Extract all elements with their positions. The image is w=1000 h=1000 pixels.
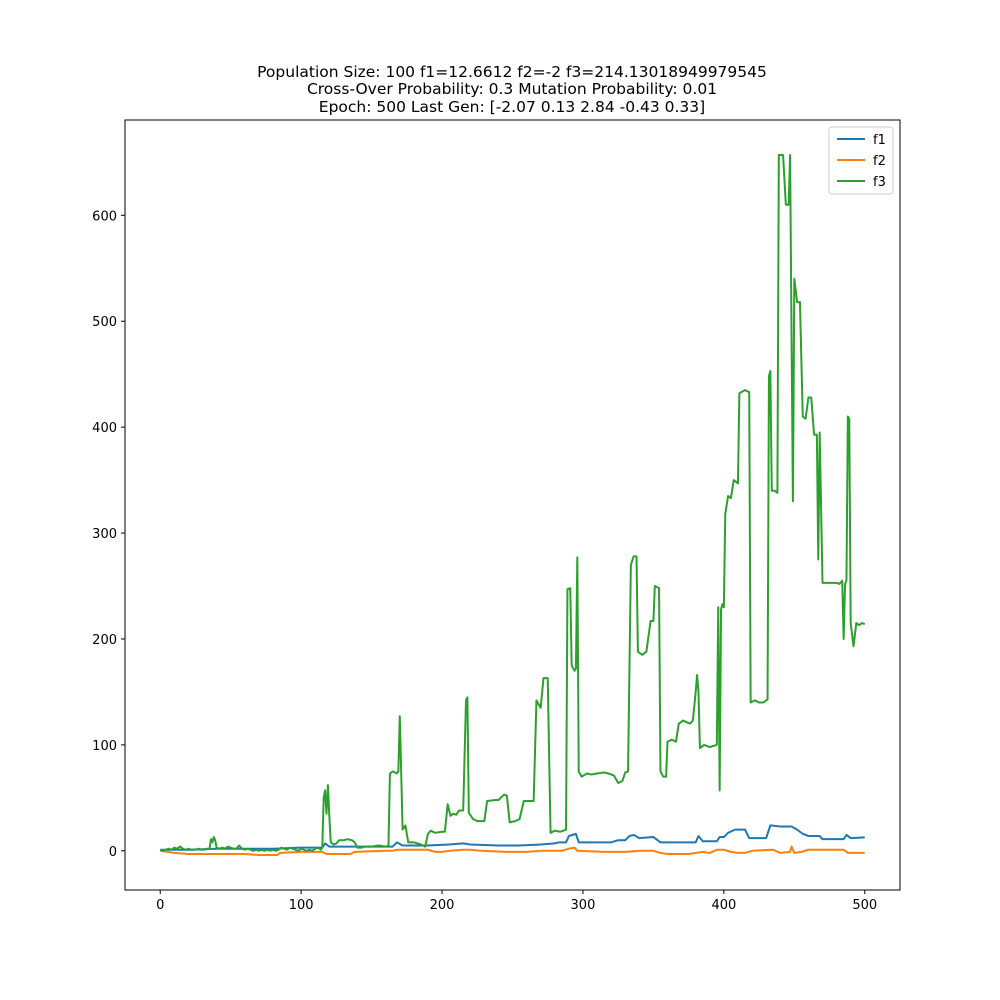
- series-line-f2: [160, 845, 865, 857]
- legend-label-f1: f1: [873, 133, 886, 148]
- chart-title-line-1: Population Size: 100 f1=12.6612 f2=-2 f3…: [257, 63, 767, 81]
- x-tick-label: 400: [711, 898, 736, 913]
- axes: 0 100 200 300 400 500 0 100 200 300 400 500 600: [92, 209, 877, 913]
- y-tick-label: 600: [92, 209, 117, 224]
- legend: f1 f2 f3: [828, 126, 894, 195]
- y-tick-label: 0: [109, 845, 117, 860]
- plot-frame: [124, 119, 901, 891]
- x-tick-label: 100: [289, 898, 314, 913]
- chart-title: Population Size: 100 f1=12.6612 f2=-2 f3…: [257, 63, 767, 116]
- legend-label-f3: f3: [873, 175, 886, 190]
- y-tick-label: 100: [92, 739, 117, 754]
- chart-title-line-3: Epoch: 500 Last Gen: [-2.07 0.13 2.84 -0…: [319, 98, 705, 116]
- plot-area: [159, 153, 866, 857]
- series-line-f3: [159, 153, 866, 852]
- y-tick-label: 400: [92, 421, 117, 436]
- x-tick-label: 500: [852, 898, 877, 913]
- y-tick-label: 200: [92, 633, 117, 648]
- x-tick-label: 0: [156, 898, 164, 913]
- x-tick-label: 200: [430, 898, 455, 913]
- x-tick-label: 300: [571, 898, 596, 913]
- y-tick-label: 300: [92, 527, 117, 542]
- y-tick-label: 500: [92, 315, 117, 330]
- chart-title-line-2: Cross-Over Probability: 0.3 Mutation Pro…: [307, 80, 717, 98]
- legend-label-f2: f2: [873, 154, 886, 169]
